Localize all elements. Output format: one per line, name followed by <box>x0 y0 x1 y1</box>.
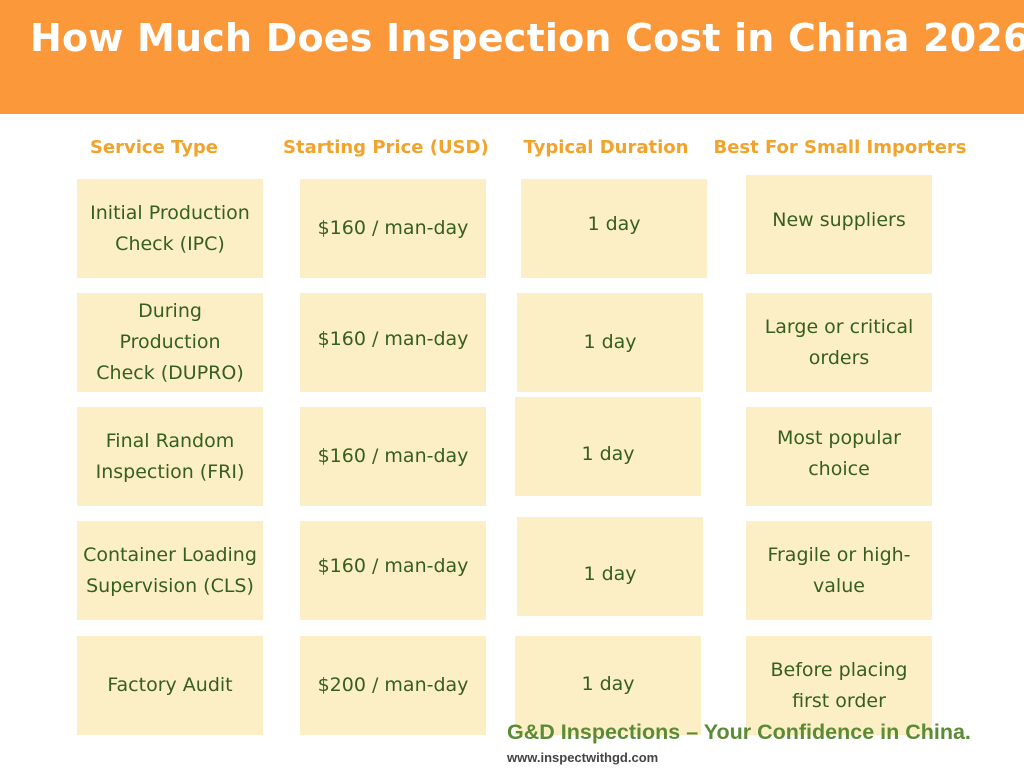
cell-text: $160 / man-day <box>317 555 469 577</box>
cell-duration-ipc: 1 day <box>521 179 707 278</box>
cell-text: 1 day <box>587 213 641 235</box>
cell-text: New suppliers <box>772 209 906 231</box>
cell-price-cls: $160 / man-day <box>300 521 486 620</box>
cell-text: 1 day <box>583 563 637 585</box>
cell-best-for-fri: Most popular choice <box>746 407 932 506</box>
header-best-for: Best For Small Importers <box>713 137 967 158</box>
header-service-type: Service Type <box>89 137 219 158</box>
cell-text: Most popular choice <box>777 426 901 480</box>
footer-url: www.inspectwithgd.com <box>507 750 659 765</box>
cell-text: $160 / man-day <box>317 217 469 239</box>
cell-text: Fragile or high-value <box>767 543 911 597</box>
cell-text: Before placing first order <box>770 658 908 712</box>
cell-service-ipc: Initial Production Check (IPC) <box>77 179 263 278</box>
cell-text: $160 / man-day <box>317 445 469 467</box>
footer-tagline: G&D Inspections – Your Confidence in Chi… <box>507 720 971 744</box>
cell-best-for-ipc: New suppliers <box>746 175 932 274</box>
page-title: How Much Does Inspection Cost in China 2… <box>30 16 1024 60</box>
cell-text: Final Random Inspection (FRI) <box>95 429 245 483</box>
cell-duration-cls: 1 day <box>517 517 703 616</box>
header-typical-duration: Typical Duration <box>523 137 689 158</box>
cell-text: $160 / man-day <box>317 328 469 350</box>
cell-duration-dupro: 1 day <box>517 293 703 392</box>
cell-text: Factory Audit <box>107 674 233 696</box>
cell-text: During Production Check (DUPRO) <box>96 300 244 384</box>
cell-price-audit: $200 / man-day <box>300 636 486 735</box>
cell-service-cls: Container Loading Supervision (CLS) <box>77 521 263 620</box>
cell-text: 1 day <box>581 673 635 695</box>
cell-service-dupro: During Production Check (DUPRO) <box>77 293 263 392</box>
cell-text: $200 / man-day <box>317 674 469 696</box>
cell-text: 1 day <box>583 331 637 353</box>
cell-duration-fri: 1 day <box>515 397 701 496</box>
cell-best-for-audit: Before placing first order <box>746 636 932 735</box>
cell-price-ipc: $160 / man-day <box>300 179 486 278</box>
cell-text: 1 day <box>581 443 635 465</box>
cell-price-fri: $160 / man-day <box>300 407 486 506</box>
cell-text: Large or critical orders <box>764 315 914 369</box>
cell-price-dupro: $160 / man-day <box>300 293 486 392</box>
header-starting-price: Starting Price (USD) <box>283 137 489 158</box>
cell-text: Initial Production Check (IPC) <box>90 201 250 255</box>
cell-best-for-dupro: Large or critical orders <box>746 293 932 392</box>
cell-duration-audit: 1 day <box>515 636 701 735</box>
title-banner: How Much Does Inspection Cost in China 2… <box>0 0 1024 114</box>
cell-text: Container Loading Supervision (CLS) <box>83 543 257 597</box>
cell-service-audit: Factory Audit <box>77 636 263 735</box>
cell-service-fri: Final Random Inspection (FRI) <box>77 407 263 506</box>
cell-best-for-cls: Fragile or high-value <box>746 521 932 620</box>
